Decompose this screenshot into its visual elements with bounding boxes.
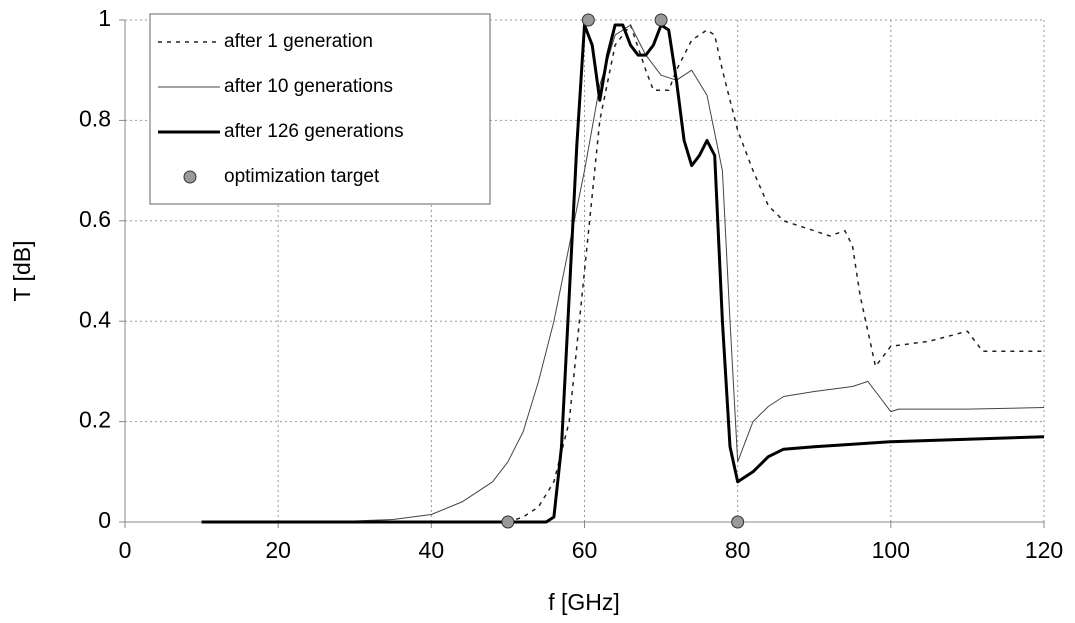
legend-label: after 126 generations: [224, 121, 404, 142]
legend-label: after 1 generation: [224, 31, 373, 52]
legend-box: [149, 13, 491, 205]
x-axis-label: f [GHz]: [548, 589, 620, 615]
target-marker: [581, 13, 595, 27]
legend-swatch: [183, 170, 197, 184]
x-tick-label: 100: [872, 537, 910, 563]
legend-label: after 10 generations: [224, 76, 393, 97]
y-axis-label: T [dB]: [9, 241, 35, 302]
series-line: [201, 24, 1045, 523]
series-line: [201, 23, 1045, 524]
x-tick-label: 0: [119, 537, 132, 563]
y-tick-label: 0.8: [79, 105, 111, 131]
x-tick-label: 80: [725, 537, 751, 563]
x-tick-label: 20: [265, 537, 291, 563]
y-tick-label: 0: [98, 507, 111, 533]
y-tick-label: 0.4: [79, 306, 111, 332]
target-marker: [501, 515, 515, 529]
target-marker: [654, 13, 668, 27]
target-marker: [731, 515, 745, 529]
x-tick-label: 120: [1025, 537, 1063, 563]
y-tick-label: 1: [98, 5, 111, 31]
series-line: [201, 24, 1044, 523]
y-tick-label: 0.2: [79, 407, 111, 433]
legend-label: optimization target: [224, 166, 380, 187]
x-tick-label: 40: [419, 537, 445, 563]
y-tick-label: 0.6: [79, 206, 111, 232]
x-tick-label: 60: [572, 537, 598, 563]
